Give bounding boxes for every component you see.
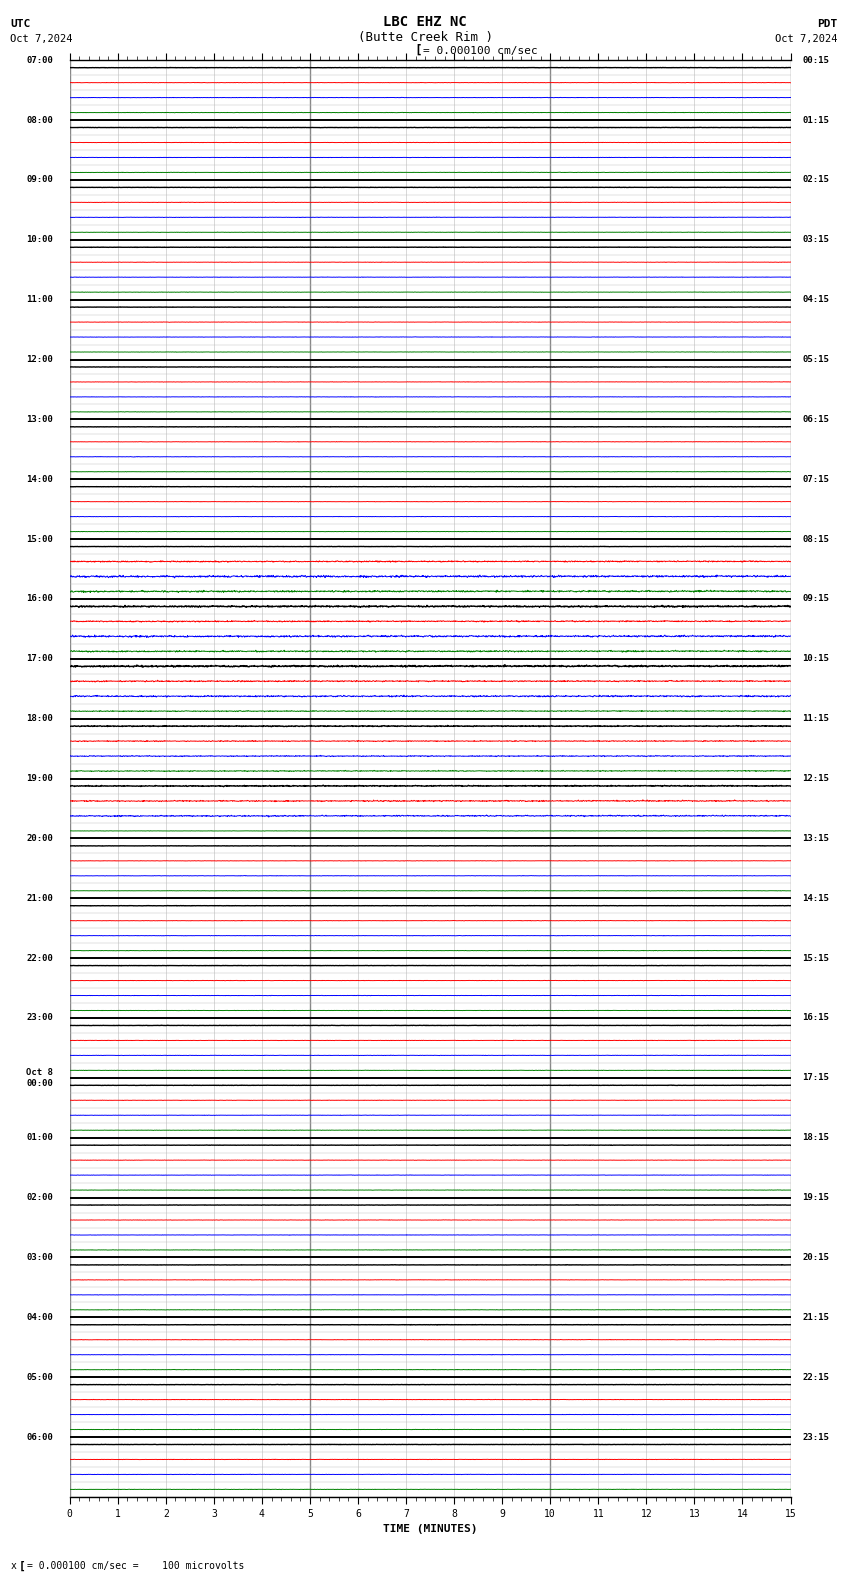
Text: 09:15: 09:15 [802, 594, 830, 604]
Text: PDT: PDT [817, 19, 837, 29]
Text: 03:00: 03:00 [26, 1253, 53, 1262]
Text: [: [ [19, 1562, 26, 1571]
Text: 18:15: 18:15 [802, 1133, 830, 1142]
Text: 00:15: 00:15 [802, 55, 830, 65]
Text: 04:15: 04:15 [802, 295, 830, 304]
Text: Oct 7,2024: Oct 7,2024 [10, 35, 73, 44]
Text: 09:00: 09:00 [26, 176, 53, 184]
Text: 02:15: 02:15 [802, 176, 830, 184]
Text: 15:00: 15:00 [26, 534, 53, 543]
Text: 19:00: 19:00 [26, 775, 53, 782]
Text: x: x [10, 1562, 16, 1571]
Text: 08:15: 08:15 [802, 534, 830, 543]
Text: 07:15: 07:15 [802, 475, 830, 483]
Text: 20:15: 20:15 [802, 1253, 830, 1262]
Text: (Butte Creek Rim ): (Butte Creek Rim ) [358, 32, 492, 44]
Text: 11:00: 11:00 [26, 295, 53, 304]
Text: = 0.000100 cm/sec =    100 microvolts: = 0.000100 cm/sec = 100 microvolts [27, 1562, 245, 1571]
Text: 15:15: 15:15 [802, 954, 830, 963]
Text: 16:00: 16:00 [26, 594, 53, 604]
Text: 14:15: 14:15 [802, 893, 830, 903]
Text: 23:00: 23:00 [26, 1014, 53, 1023]
Text: 02:00: 02:00 [26, 1193, 53, 1202]
Text: 21:00: 21:00 [26, 893, 53, 903]
Text: 17:15: 17:15 [802, 1074, 830, 1082]
Text: 08:00: 08:00 [26, 116, 53, 125]
Text: 05:15: 05:15 [802, 355, 830, 364]
Text: 04:00: 04:00 [26, 1313, 53, 1321]
Text: 10:15: 10:15 [802, 654, 830, 664]
Text: 21:15: 21:15 [802, 1313, 830, 1321]
Text: 03:15: 03:15 [802, 236, 830, 244]
Text: 13:15: 13:15 [802, 833, 830, 843]
Text: 20:00: 20:00 [26, 833, 53, 843]
Text: 19:15: 19:15 [802, 1193, 830, 1202]
Text: 13:00: 13:00 [26, 415, 53, 425]
Text: 23:15: 23:15 [802, 1432, 830, 1441]
Text: 01:00: 01:00 [26, 1133, 53, 1142]
Text: 05:00: 05:00 [26, 1373, 53, 1381]
Text: 01:15: 01:15 [802, 116, 830, 125]
Text: 22:15: 22:15 [802, 1373, 830, 1381]
X-axis label: TIME (MINUTES): TIME (MINUTES) [382, 1524, 478, 1535]
Text: 11:15: 11:15 [802, 714, 830, 724]
Text: 12:15: 12:15 [802, 775, 830, 782]
Text: 16:15: 16:15 [802, 1014, 830, 1023]
Text: 22:00: 22:00 [26, 954, 53, 963]
Text: 10:00: 10:00 [26, 236, 53, 244]
Text: 06:15: 06:15 [802, 415, 830, 425]
Text: 17:00: 17:00 [26, 654, 53, 664]
Text: LBC EHZ NC: LBC EHZ NC [383, 16, 467, 29]
Text: 06:00: 06:00 [26, 1432, 53, 1441]
Text: 14:00: 14:00 [26, 475, 53, 483]
Text: Oct 8
00:00: Oct 8 00:00 [26, 1068, 53, 1088]
Text: 07:00: 07:00 [26, 55, 53, 65]
Text: = 0.000100 cm/sec: = 0.000100 cm/sec [423, 46, 538, 55]
Text: 18:00: 18:00 [26, 714, 53, 724]
Text: 12:00: 12:00 [26, 355, 53, 364]
Text: UTC: UTC [10, 19, 31, 29]
Text: Oct 7,2024: Oct 7,2024 [774, 35, 837, 44]
Text: [: [ [415, 43, 422, 55]
